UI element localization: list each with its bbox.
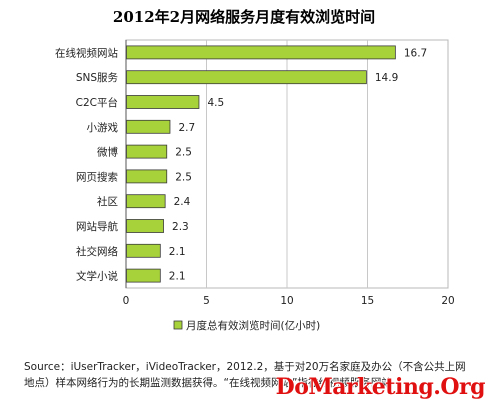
value-label: 2.4 xyxy=(174,196,191,208)
x-tick-label: 0 xyxy=(123,295,130,307)
category-label: 网页搜索 xyxy=(76,170,118,183)
value-label: 2.5 xyxy=(175,147,192,159)
value-label: 2.1 xyxy=(169,246,186,258)
bar xyxy=(126,95,200,109)
value-label: 16.7 xyxy=(404,47,427,59)
legend: 月度总有效浏览时间(亿小时) xyxy=(173,319,320,332)
value-label: 2.1 xyxy=(169,271,186,283)
value-label: 2.3 xyxy=(172,221,189,233)
x-tick-label: 5 xyxy=(203,295,210,307)
x-tick-label: 10 xyxy=(280,295,293,307)
category-label: 网站导航 xyxy=(76,220,118,233)
x-axis: 0 5 10 15 20 xyxy=(123,40,455,307)
bar xyxy=(126,243,161,258)
value-label: 4.5 xyxy=(207,97,224,109)
category-label: 社区 xyxy=(97,195,118,208)
bar xyxy=(126,70,367,85)
category-label: 微博 xyxy=(97,146,118,159)
bar xyxy=(126,144,168,159)
category-label: C2C平台 xyxy=(76,96,118,109)
bar xyxy=(126,169,168,184)
watermark-logo: DoMarketing.Org xyxy=(275,374,486,400)
category-label: 小游戏 xyxy=(87,121,119,134)
bar xyxy=(126,119,171,134)
legend-label: 月度总有效浏览时间(亿小时) xyxy=(186,319,320,332)
source-note: Source：iUserTracker，iVideoTracker，2012.2… xyxy=(24,361,466,389)
bars: 在线视频网站 16.7 SNS服务 14.9 C2C平台 4.5 小游戏 2.7 微博 2.5 网页… xyxy=(55,45,427,283)
bar xyxy=(126,194,166,209)
category-label: 在线视频网站 xyxy=(55,46,118,59)
x-tick-label: 20 xyxy=(441,295,454,307)
bar xyxy=(126,219,164,233)
value-label: 2.5 xyxy=(175,171,192,183)
value-label: 14.9 xyxy=(375,72,398,84)
bar xyxy=(126,268,161,283)
category-label: 社交网络 xyxy=(76,245,118,258)
legend-swatch xyxy=(173,320,183,330)
value-label: 2.7 xyxy=(178,122,195,134)
category-label: 文学小说 xyxy=(76,270,118,283)
category-label: SNS服务 xyxy=(76,71,119,84)
bar xyxy=(126,45,396,60)
chart-title: 2012年2月网络服务月度有效浏览时间 xyxy=(113,8,375,26)
x-tick-label: 15 xyxy=(361,295,374,307)
